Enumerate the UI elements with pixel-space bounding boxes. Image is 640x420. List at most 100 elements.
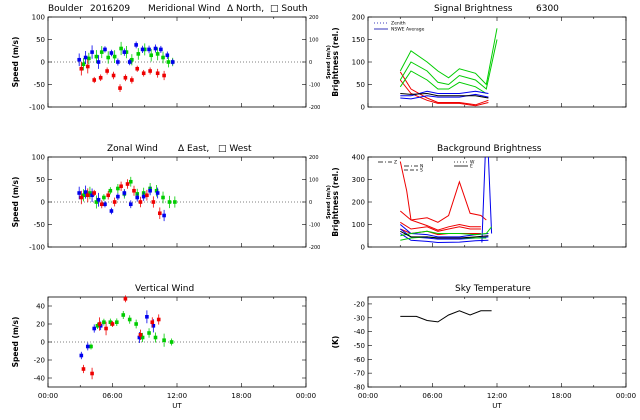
- signal-series-line: [399, 79, 489, 107]
- zonal-point: [99, 202, 104, 207]
- zonal-point: [94, 200, 99, 204]
- zonal-ytick-label: 0: [41, 199, 45, 207]
- meridional-point: [165, 53, 170, 58]
- zonal-ytick-right-label: 200: [309, 155, 319, 161]
- signal-ytick-label: 200: [352, 14, 365, 22]
- sky-ytick-label: -60: [354, 356, 365, 364]
- site-name: Boulder: [48, 4, 83, 14]
- zonal-point: [83, 190, 88, 194]
- background-series-line: [487, 157, 493, 234]
- meridional-point: [116, 60, 120, 64]
- vertical-ytick-label: -20: [34, 357, 45, 365]
- background-series-group: [399, 157, 493, 244]
- meridional-point: [105, 69, 109, 73]
- vertical-point: [147, 331, 151, 335]
- zonal-point: [141, 194, 146, 199]
- vertical-point: [153, 335, 158, 340]
- zonal-ylabel-right: Speed (m/s): [326, 185, 332, 219]
- meridional-point: [147, 47, 151, 52]
- vertical-point: [156, 317, 161, 322]
- background-ytick-label: 100: [352, 221, 365, 229]
- meridional-point: [159, 47, 163, 52]
- signal-series-line: [400, 92, 489, 99]
- zonal-point: [119, 184, 123, 189]
- zonal-point: [128, 202, 133, 207]
- background-series-line: [399, 161, 481, 231]
- signal-series-group: [399, 28, 498, 107]
- meridional-point: [155, 71, 160, 76]
- meridional-point: [142, 47, 147, 52]
- meridional-point: [94, 54, 99, 59]
- background-series-line: [400, 230, 489, 239]
- sky-ytick-label: -50: [354, 342, 365, 350]
- vertical-xtick-label: 00:00: [38, 392, 58, 400]
- sky-series-line: [400, 310, 492, 323]
- background-ytick-label: 0: [361, 244, 365, 252]
- vertical-point: [92, 326, 97, 331]
- zonal-point: [79, 195, 84, 200]
- signal-series-line: [400, 90, 489, 97]
- meridional-point: [103, 47, 107, 52]
- meridional-point: [153, 46, 158, 51]
- sky-xtick-label: 00:00: [358, 392, 378, 400]
- background-legend-label: N: [420, 164, 423, 170]
- vertical-ylabel: Speed (m/s): [11, 317, 20, 368]
- signal-series-line: [400, 93, 489, 100]
- meridional-ytick-right-label: -100: [309, 83, 320, 89]
- background-ytick-label: 200: [352, 199, 365, 207]
- vertical-xtick-label: 18:00: [231, 392, 251, 400]
- zonal-point: [138, 200, 143, 204]
- meridional-point: [79, 66, 84, 71]
- meridional-point: [130, 78, 134, 82]
- zonal-point: [145, 193, 149, 198]
- zonal-ytick-right-label: 100: [309, 178, 319, 184]
- meridional-point: [106, 55, 110, 60]
- zonal-legend-west: □ West: [218, 144, 252, 154]
- meridional-point: [123, 75, 128, 80]
- vertical-ytick-label: 40: [36, 303, 45, 311]
- zonal-point: [81, 193, 86, 198]
- signal-brightness-plot: 0 50 100 150 200 Brightness (rel.) ZenithNSWE …: [331, 14, 627, 112]
- background-series-line: [400, 221, 481, 232]
- zonal-wind-plot: -100 -50 0 50 100 -200 -100 0 100 200 Speed (m/s) S…: [11, 154, 332, 252]
- vertical-point: [108, 320, 113, 324]
- meridional-point: [130, 57, 134, 62]
- date-code: 2016209: [90, 4, 130, 14]
- meridional-point: [109, 51, 114, 55]
- background-legend-label: E: [470, 164, 473, 170]
- zonal-point: [128, 179, 133, 184]
- background-legend-label: W: [470, 160, 475, 166]
- meridional-ytick-label: -100: [29, 104, 45, 112]
- zonal-point: [108, 188, 113, 193]
- zonal-point: [162, 213, 166, 218]
- background-brightness-plot: 0 100 200 300 400 Brightness (rel.) Z NS WE: [331, 154, 627, 252]
- meridional-point: [162, 73, 166, 78]
- meridional-point: [149, 53, 153, 58]
- sky-title: Sky Temperature: [455, 284, 531, 294]
- background-legend-label: Z: [394, 160, 397, 166]
- sky-ylabel: (K): [331, 336, 340, 349]
- zonal-point: [90, 193, 94, 198]
- meridional-point: [92, 78, 97, 82]
- vertical-ytick-label: 20: [36, 321, 45, 329]
- vertical-point: [123, 297, 128, 301]
- sky-ytick-label: -70: [354, 370, 365, 378]
- meridional-ytick-label: 0: [41, 59, 45, 67]
- vertical-point: [138, 333, 143, 337]
- zonal-point: [173, 200, 177, 204]
- meridional-point: [170, 60, 175, 64]
- meridional-point: [119, 46, 123, 51]
- meridional-ytick-right-label: 200: [309, 15, 319, 21]
- background-ytick-label: 400: [352, 154, 365, 162]
- sky-xtick-label: 12:00: [487, 392, 507, 400]
- sky-xlabel: UT: [492, 402, 502, 410]
- vertical-xtick-label: 00:00: [296, 392, 316, 400]
- zonal-point: [85, 193, 90, 198]
- vertical-point: [110, 322, 115, 326]
- vertical-point: [85, 344, 90, 349]
- meridional-ytick-right-label: 100: [309, 38, 319, 44]
- sky-xtick-label: 06:00: [422, 392, 442, 400]
- meridional-point: [148, 69, 152, 73]
- vertical-point: [95, 324, 100, 328]
- vertical-point: [151, 324, 156, 328]
